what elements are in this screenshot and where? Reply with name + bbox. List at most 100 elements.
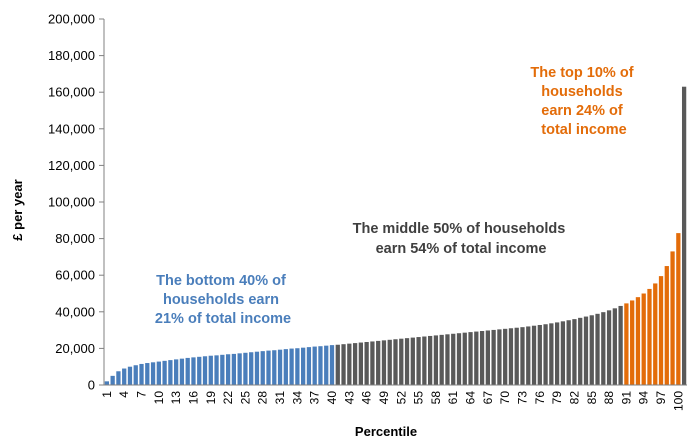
- x-tick-label: 70: [498, 391, 512, 405]
- annotation-bottom: The bottom 40% of households earn 21% of…: [155, 273, 291, 327]
- bar-percentile-76: [537, 324, 542, 385]
- annotation-top: The top 10% of households earn 24% of to…: [530, 65, 637, 138]
- x-tick-label: 34: [290, 391, 304, 405]
- bar-percentile-37: [312, 346, 317, 385]
- bar-percentile-36: [306, 347, 312, 385]
- y-tick-label: 160,000: [48, 85, 95, 100]
- bar-percentile-1: [104, 381, 110, 385]
- bar-percentile-21: [220, 354, 225, 385]
- bar-percentile-60: [445, 334, 450, 385]
- y-tick-label: 140,000: [48, 121, 95, 136]
- bar-percentile-32: [283, 349, 288, 385]
- x-tick-label: 43: [342, 391, 356, 405]
- bar-percentile-22: [225, 354, 231, 385]
- bar-percentile-75: [531, 325, 537, 385]
- bar-percentile-30: [272, 350, 277, 385]
- bar-percentile-62: [456, 333, 462, 385]
- bar-percentile-50: [387, 339, 392, 385]
- bar-percentile-79: [554, 322, 560, 385]
- bar-percentile-55: [416, 337, 421, 385]
- bar-percentile-28: [260, 351, 265, 385]
- annotation-top-line-1: The top 10% of: [530, 65, 633, 81]
- x-tick-label: 100: [671, 391, 685, 411]
- bar-percentile-63: [462, 332, 467, 385]
- y-tick-label: 60,000: [55, 268, 95, 283]
- bar-percentile-88: [606, 310, 612, 385]
- bar-percentile-56: [422, 336, 427, 385]
- x-tick-label: 4: [117, 391, 131, 398]
- x-axis-ticks: 1 4 7 10 13 16 19 22 25 28 31 34 37 40 43 46 49 52 55 58 61 6…: [100, 391, 685, 411]
- bar-percentile-8: [145, 363, 150, 385]
- x-tick-label: 46: [360, 391, 374, 405]
- bar-percentile-74: [526, 326, 531, 385]
- bar-percentile-23: [231, 353, 237, 385]
- bar-percentile-24: [237, 353, 242, 385]
- bar-percentile-99: [670, 251, 675, 385]
- bar-percentile-66: [479, 331, 485, 385]
- annotation-top-line-4: total income: [541, 122, 626, 138]
- x-tick-label: 1: [100, 391, 114, 398]
- y-tick-label: 20,000: [55, 341, 95, 356]
- bar-percentile-51: [393, 339, 398, 385]
- bar-percentile-68: [491, 329, 496, 385]
- bar-percentile-52: [399, 338, 404, 385]
- y-tick-label: 120,000: [48, 158, 95, 173]
- bar-percentile-39: [324, 345, 329, 385]
- annotation-top-line-2: households: [541, 84, 622, 100]
- bar-percentile-38: [318, 346, 323, 385]
- x-tick-label: 25: [238, 391, 252, 405]
- x-tick-label: 64: [464, 391, 478, 405]
- x-tick-label: 7: [135, 391, 149, 398]
- bar-percentile-42: [341, 344, 346, 385]
- bar-percentile-27: [254, 351, 260, 385]
- bar-percentile-44: [352, 343, 358, 385]
- bar-percentile-6: [133, 365, 138, 385]
- x-tick-label: 73: [515, 391, 529, 405]
- x-tick-label: 88: [602, 391, 616, 405]
- x-tick-label: 76: [533, 391, 547, 405]
- x-tick-label: 16: [186, 391, 200, 405]
- bar-percentile-77: [543, 324, 548, 385]
- bar-percentile-20: [214, 355, 219, 385]
- annotation-bottom-line-2: households earn: [163, 292, 279, 308]
- x-tick-label: 52: [394, 391, 408, 405]
- x-tick-label: 91: [619, 391, 633, 405]
- bar-percentile-2: [110, 375, 115, 385]
- bar-percentile-25: [243, 352, 248, 385]
- x-tick-label: 28: [256, 391, 270, 405]
- bar-percentile-29: [266, 350, 271, 385]
- x-axis-title: Percentile: [355, 424, 417, 439]
- bar-percentile-83: [578, 317, 583, 385]
- bar-percentile-72: [514, 327, 519, 385]
- y-axis-ticks: 0 20,000 40,000 60,000 80,000 100,000 120,000 1…: [48, 12, 104, 393]
- bar-percentile-4: [122, 368, 127, 385]
- y-tick-label: 80,000: [55, 231, 95, 246]
- bar-percentile-10: [156, 361, 161, 385]
- bar-percentile-71: [508, 328, 514, 385]
- bar-percentile-18: [202, 356, 208, 385]
- x-tick-label: 82: [567, 391, 581, 405]
- bar-percentile-64: [468, 332, 473, 385]
- bar-percentile-19: [208, 355, 213, 385]
- bar-percentile-81: [566, 320, 571, 385]
- x-tick-label: 85: [585, 391, 599, 405]
- x-tick-label: 61: [446, 391, 460, 405]
- bar-percentile-85: [589, 315, 594, 385]
- bar-percentile-92: [630, 300, 635, 385]
- bar-percentile-61: [451, 333, 456, 385]
- bar-percentile-13: [174, 359, 179, 385]
- bar-percentile-26: [249, 352, 254, 385]
- x-tick-label: 49: [377, 391, 391, 405]
- x-tick-label: 40: [325, 391, 339, 405]
- bar-percentile-35: [301, 347, 306, 385]
- bar-percentile-15: [185, 357, 190, 385]
- bar-percentile-48: [376, 340, 381, 385]
- y-tick-label: 100,000: [48, 195, 95, 210]
- bar-percentile-14: [179, 358, 185, 385]
- bar-percentile-undefined: [681, 86, 687, 386]
- x-tick-label: 79: [550, 391, 564, 405]
- bar-percentile-65: [474, 331, 479, 385]
- bar-percentile-59: [439, 334, 444, 385]
- bar-percentile-3: [116, 371, 121, 385]
